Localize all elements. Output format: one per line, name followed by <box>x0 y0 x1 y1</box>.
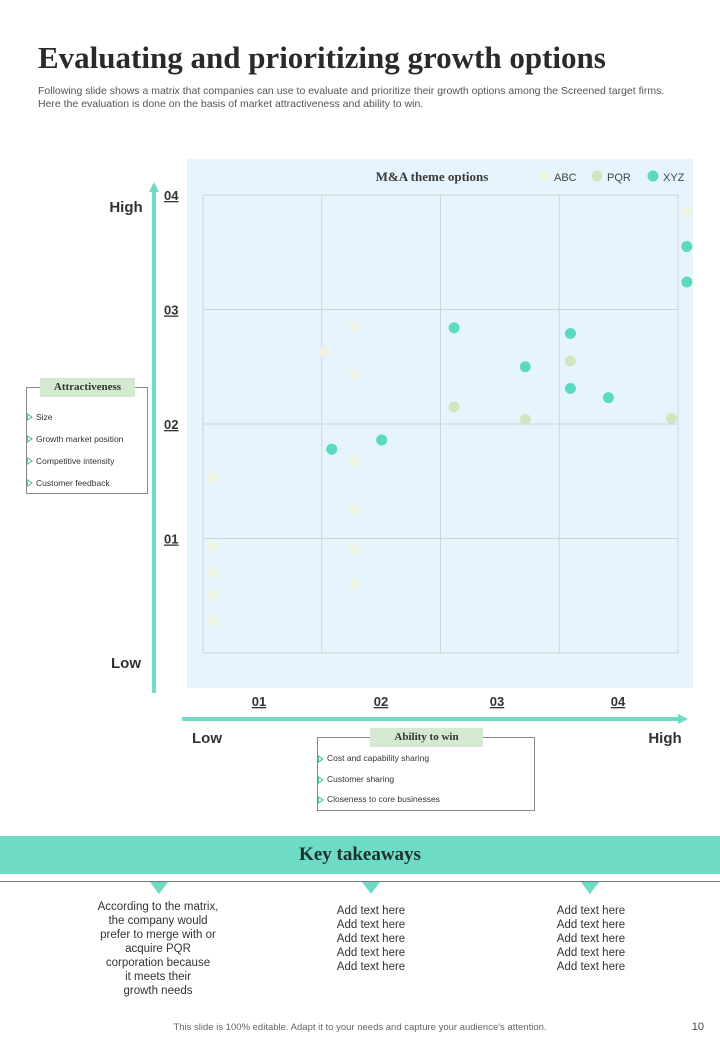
legend-label-abc: ABC <box>554 172 577 184</box>
legend-marker-pqr <box>591 170 603 182</box>
ability-to-win-item: Customer sharing <box>318 769 440 790</box>
data-point-abc <box>348 578 360 590</box>
data-point-xyz <box>602 392 614 404</box>
legend-marker-xyz <box>647 170 659 182</box>
takeaway-line: Add text here <box>336 933 406 945</box>
y-axis-high-label: High <box>109 199 142 216</box>
attractiveness-item: Competitive intensity <box>27 450 123 472</box>
takeaway-line: prefer to merge with or <box>100 929 216 941</box>
slide-subtitle: Following slide shows a matrix that comp… <box>38 85 665 110</box>
slide-title: Evaluating and prioritizing growth optio… <box>38 40 606 75</box>
y-tick-label: 04 <box>164 188 179 203</box>
takeaway-line: Add text here <box>336 947 406 959</box>
takeaway-column-2: Add text here Add text here Add text her… <box>300 904 442 974</box>
y-axis-arrowhead <box>149 182 159 192</box>
key-takeaways-divider <box>0 881 720 882</box>
data-point-abc <box>348 456 360 468</box>
takeaway-line: it meets their <box>125 971 191 983</box>
ability-to-win-box: Ability to win Cost and capability shari… <box>317 728 535 811</box>
data-point-xyz <box>564 328 576 340</box>
takeaway-pointer-icon <box>362 882 380 894</box>
takeaway-line: Add text here <box>556 905 626 917</box>
y-tick-label: 01 <box>164 532 178 547</box>
attractiveness-item: Customer feedback <box>27 472 123 494</box>
attractiveness-box: Attractiveness Size Growth market positi… <box>26 378 148 494</box>
takeaway-pointer-icon <box>150 882 168 894</box>
takeaway-line: growth needs <box>123 985 193 997</box>
takeaway-line: corporation because <box>105 957 211 969</box>
takeaway-column-3: Add text here Add text here Add text her… <box>520 904 662 974</box>
data-point-xyz <box>681 276 693 288</box>
x-tick-label: 02 <box>374 694 388 709</box>
data-point-abc <box>207 590 219 602</box>
data-point-pqr <box>448 401 460 413</box>
data-point-abc <box>207 472 219 484</box>
page-number: 10 <box>691 1021 704 1033</box>
data-point-abc <box>348 544 360 556</box>
x-tick-label: 03 <box>490 694 504 709</box>
x-axis-arrowhead <box>678 714 688 724</box>
grid-lines <box>202 194 679 654</box>
data-point-abc <box>681 206 693 218</box>
data-point-abc <box>207 615 219 627</box>
takeaway-line: the company would <box>108 915 208 927</box>
data-point-abc <box>348 504 360 516</box>
attractiveness-title: Attractiveness <box>40 378 135 397</box>
data-point-abc <box>207 541 219 553</box>
takeaway-line: Add text here <box>336 961 406 973</box>
legend-label-xyz: XYZ <box>663 172 685 184</box>
takeaway-line: acquire PQR <box>125 943 191 955</box>
chart-title: M&A theme options <box>376 169 489 184</box>
ability-to-win-item: Cost and capability sharing <box>318 748 440 769</box>
x-tick-label: 01 <box>252 694 266 709</box>
y-axis-line <box>152 190 156 693</box>
data-point-xyz <box>326 443 338 455</box>
data-points <box>207 206 693 627</box>
takeaway-line: Add text here <box>336 919 406 931</box>
takeaway-pointer-icon <box>581 882 599 894</box>
data-point-abc <box>319 346 331 358</box>
x-axis-high-label: High <box>648 730 681 747</box>
chart-legend: ABC PQR XYZ <box>538 170 685 184</box>
data-point-xyz <box>376 434 388 446</box>
takeaway-line: According to the matrix, <box>97 901 219 913</box>
x-tick-labels: 01 02 03 04 <box>252 694 626 709</box>
takeaway-column-1: According to the matrix, the company wou… <box>78 900 238 998</box>
data-point-pqr <box>665 412 677 424</box>
ability-to-win-title: Ability to win <box>370 728 483 747</box>
ability-to-win-list: Cost and capability sharing Customer sha… <box>318 748 440 810</box>
y-axis-low-label: Low <box>111 655 141 672</box>
y-tick-label: 02 <box>164 417 178 432</box>
ability-to-win-item: Closeness to core businesses <box>318 789 440 810</box>
takeaway-line: Add text here <box>556 947 626 959</box>
x-axis-low-label: Low <box>192 730 222 747</box>
data-point-abc <box>348 369 360 381</box>
legend-marker-abc <box>538 170 550 182</box>
legend-label-pqr: PQR <box>607 172 631 184</box>
data-point-xyz <box>681 241 693 253</box>
x-axis-line <box>182 717 680 721</box>
x-tick-label: 04 <box>611 694 626 709</box>
takeaway-line: Add text here <box>556 961 626 973</box>
takeaway-line: Add text here <box>336 905 406 917</box>
key-takeaways-title: Key takeaways <box>299 844 421 865</box>
takeaway-line: Add text here <box>556 933 626 945</box>
data-point-xyz <box>448 322 460 334</box>
attractiveness-item: Growth market position <box>27 428 123 450</box>
takeaway-line: Add text here <box>556 919 626 931</box>
data-point-pqr <box>519 413 531 425</box>
data-point-xyz <box>519 361 531 373</box>
y-tick-label: 03 <box>164 303 178 318</box>
attractiveness-item: Size <box>27 406 123 428</box>
y-tick-labels: 01 02 03 04 <box>164 188 179 547</box>
data-point-abc <box>207 567 219 579</box>
key-takeaways-band: Key takeaways <box>0 836 720 874</box>
footer-note: This slide is 100% editable. Adapt it to… <box>173 1022 547 1033</box>
data-point-pqr <box>564 355 576 367</box>
attractiveness-list: Size Growth market position Competitive … <box>27 406 123 494</box>
data-point-abc <box>348 321 360 333</box>
data-point-xyz <box>564 383 576 395</box>
